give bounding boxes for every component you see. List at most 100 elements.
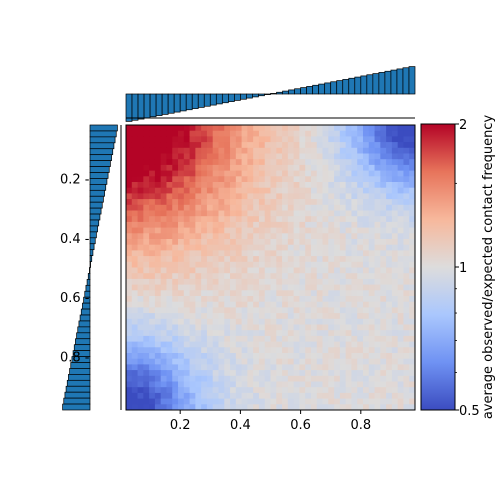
- heatmap-cell: [380, 216, 387, 223]
- heatmap-cell: [264, 176, 271, 183]
- heatmap-cell: [270, 358, 277, 365]
- heatmap-cell: [339, 187, 347, 194]
- top-marginal-bar: [396, 68, 404, 95]
- heatmap-cell: [270, 313, 277, 320]
- heatmap-cell: [334, 233, 341, 240]
- heatmap-cell: [149, 199, 156, 206]
- heatmap-cell: [189, 210, 196, 217]
- heatmap-cell: [126, 130, 133, 137]
- heatmap-cell: [258, 170, 266, 177]
- heatmap-cell: [287, 199, 295, 206]
- heatmap-cell: [362, 176, 370, 183]
- heatmap-cell: [201, 250, 208, 257]
- heatmap-cell: [195, 398, 202, 405]
- heatmap-cell: [253, 153, 260, 160]
- heatmap-cell: [201, 176, 208, 183]
- heatmap-cell: [293, 239, 300, 246]
- heatmap-cell: [322, 375, 329, 382]
- heatmap-cell: [282, 404, 289, 411]
- heatmap-cell: [282, 159, 289, 166]
- heatmap-cell: [403, 330, 410, 337]
- heatmap-cell: [195, 210, 202, 217]
- heatmap-cell: [137, 164, 144, 171]
- heatmap-cell: [206, 193, 214, 200]
- heatmap-cell: [131, 341, 138, 348]
- heatmap-cell: [235, 284, 242, 291]
- heatmap-cell: [362, 313, 370, 320]
- heatmap-cell: [351, 335, 358, 342]
- heatmap-cell: [143, 136, 150, 143]
- heatmap-cell: [241, 227, 248, 234]
- heatmap-cell: [224, 313, 231, 320]
- heatmap-cell: [299, 244, 306, 251]
- heatmap-cell: [316, 301, 323, 308]
- heatmap-cell: [397, 256, 404, 263]
- heatmap-cell: [305, 193, 312, 200]
- heatmap-cell: [368, 370, 375, 377]
- heatmap-cell: [137, 142, 144, 149]
- heatmap-cell: [258, 221, 266, 228]
- heatmap-cell: [131, 256, 138, 263]
- heatmap-cell: [166, 250, 173, 257]
- heatmap-cell: [166, 318, 173, 325]
- heatmap-cell: [247, 221, 254, 228]
- heatmap-cell: [374, 267, 381, 274]
- heatmap-cell: [149, 370, 156, 377]
- heatmap-cell: [247, 233, 254, 240]
- heatmap-cell: [178, 284, 185, 291]
- heatmap-cell: [293, 347, 300, 354]
- heatmap-cell: [131, 182, 138, 189]
- heatmap-cell: [322, 227, 329, 234]
- heatmap-cell: [154, 318, 162, 325]
- heatmap-cell: [287, 256, 295, 263]
- heatmap-cell: [282, 278, 289, 285]
- heatmap-cell: [282, 125, 289, 132]
- heatmap-cell: [334, 307, 341, 314]
- heatmap-cell: [154, 204, 162, 211]
- heatmap-cell: [183, 347, 190, 354]
- heatmap-cell: [299, 364, 306, 371]
- heatmap-cell: [253, 284, 260, 291]
- heatmap-cell: [299, 147, 306, 154]
- top-marginal-bar: [246, 93, 253, 99]
- heatmap-cell: [206, 142, 214, 149]
- heatmap-cell: [391, 256, 399, 263]
- heatmap-cell: [328, 130, 335, 137]
- heatmap-cell: [183, 176, 190, 183]
- heatmap-cell: [149, 187, 156, 194]
- heatmap-cell: [386, 182, 393, 189]
- heatmap-cell: [339, 301, 347, 308]
- heatmap-cell: [183, 324, 190, 331]
- heatmap-cell: [166, 187, 173, 194]
- heatmap-cell: [310, 392, 318, 399]
- heatmap-cell: [264, 204, 271, 211]
- heatmap-cell: [397, 147, 404, 154]
- heatmap-cell: [241, 387, 248, 394]
- heatmap-cell: [299, 341, 306, 348]
- heatmap-cell: [316, 153, 323, 160]
- heatmap-cell: [235, 250, 242, 257]
- heatmap-cell: [276, 204, 283, 211]
- heatmap-cell: [189, 250, 196, 257]
- heatmap-cell: [293, 182, 300, 189]
- heatmap-cell: [397, 353, 404, 360]
- heatmap-cell: [195, 216, 202, 223]
- heatmap-cell: [137, 170, 144, 177]
- left-marginal-bar: [86, 279, 91, 286]
- heatmap-cell: [368, 347, 375, 354]
- heatmap-cell: [172, 290, 179, 297]
- heatmap-cell: [195, 199, 202, 206]
- heatmap-cell: [218, 199, 225, 206]
- heatmap-cell: [386, 296, 393, 303]
- heatmap-cell: [137, 358, 144, 365]
- heatmap-cell: [305, 278, 312, 285]
- heatmap-cell: [131, 136, 138, 143]
- heatmap-cell: [282, 216, 289, 223]
- heatmap-cell: [270, 136, 277, 143]
- heatmap-cell: [310, 318, 318, 325]
- heatmap-cell: [154, 307, 162, 314]
- heatmap-cell: [345, 392, 352, 399]
- heatmap-cell: [149, 267, 156, 274]
- heatmap-cell: [212, 261, 219, 268]
- heatmap-cell: [357, 187, 364, 194]
